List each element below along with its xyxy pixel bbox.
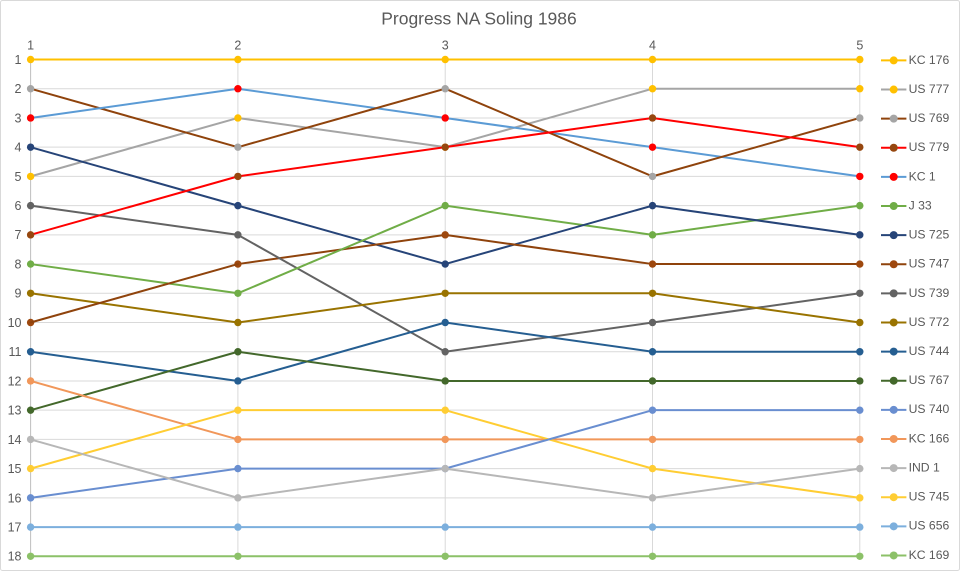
svg-text:KC 1: KC 1 <box>909 169 936 183</box>
svg-text:4: 4 <box>15 141 22 155</box>
svg-text:1: 1 <box>15 53 22 67</box>
svg-text:2: 2 <box>15 82 22 96</box>
svg-text:7: 7 <box>15 228 22 242</box>
svg-text:US 767: US 767 <box>909 373 950 387</box>
svg-text:1: 1 <box>27 39 34 53</box>
svg-text:5: 5 <box>856 39 863 53</box>
svg-text:8: 8 <box>15 257 22 271</box>
svg-text:13: 13 <box>8 404 22 418</box>
svg-text:Progress NA Soling 1986: Progress NA Soling 1986 <box>381 9 577 29</box>
svg-text:12: 12 <box>8 374 22 388</box>
svg-text:US 725: US 725 <box>909 228 950 242</box>
svg-text:US 744: US 744 <box>909 344 950 358</box>
svg-text:11: 11 <box>9 345 22 359</box>
svg-text:9: 9 <box>15 287 22 301</box>
svg-text:16: 16 <box>8 491 22 505</box>
svg-text:US 745: US 745 <box>909 490 950 504</box>
svg-text:4: 4 <box>649 39 656 53</box>
svg-text:US 777: US 777 <box>909 82 950 96</box>
svg-text:15: 15 <box>8 462 22 476</box>
svg-text:US 747: US 747 <box>909 257 950 271</box>
svg-text:10: 10 <box>8 316 22 330</box>
svg-text:17: 17 <box>8 520 22 534</box>
svg-text:KC 169: KC 169 <box>909 548 950 562</box>
svg-text:US 656: US 656 <box>909 519 950 533</box>
svg-text:J 33: J 33 <box>909 198 932 212</box>
svg-text:3: 3 <box>15 111 22 125</box>
svg-text:2: 2 <box>234 39 241 53</box>
svg-text:KC 166: KC 166 <box>909 431 950 445</box>
svg-text:US 779: US 779 <box>909 140 950 154</box>
svg-text:18: 18 <box>8 550 22 564</box>
svg-text:US 772: US 772 <box>909 315 950 329</box>
svg-text:KC 176: KC 176 <box>909 53 950 67</box>
svg-text:US 740: US 740 <box>909 402 950 416</box>
svg-text:US 769: US 769 <box>909 111 950 125</box>
svg-text:6: 6 <box>15 199 22 213</box>
svg-text:IND 1: IND 1 <box>909 460 940 474</box>
svg-text:US 739: US 739 <box>909 286 950 300</box>
svg-text:14: 14 <box>8 433 22 447</box>
svg-text:5: 5 <box>15 170 22 184</box>
svg-text:3: 3 <box>442 39 449 53</box>
